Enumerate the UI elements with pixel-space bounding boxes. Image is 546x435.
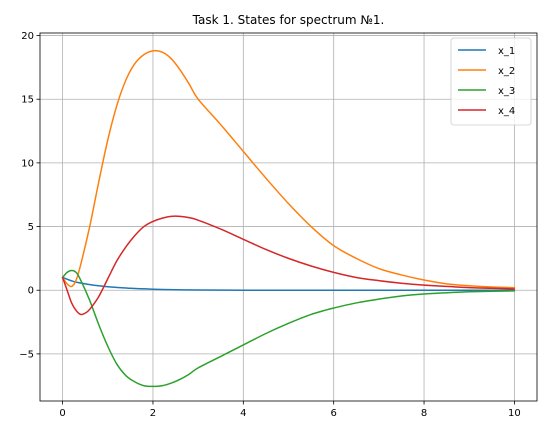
- series-line-x3: [61, 269, 516, 388]
- y-tick-label: −5: [19, 349, 34, 360]
- x-tick-label: 2: [150, 408, 156, 419]
- legend-label: x_1: [498, 46, 515, 57]
- series-line-x4: [61, 215, 516, 316]
- y-tick-label: 15: [21, 95, 34, 106]
- x-tick-label: 6: [330, 408, 336, 419]
- x-tick-label: 10: [508, 408, 521, 419]
- x-tick-label: 4: [240, 408, 246, 419]
- x-tick-label: 0: [59, 408, 65, 419]
- legend-label: x_3: [498, 86, 515, 97]
- series-line-x2: [61, 49, 516, 289]
- legend-label: x_4: [498, 106, 515, 117]
- x-tick-label: 8: [421, 408, 427, 419]
- axis-ticks: 0 2 4 6 8 10 −5 0 5 10 15 20: [19, 31, 521, 419]
- chart-title: Task 1. States for spectrum №1.: [192, 13, 385, 27]
- y-tick-label: 5: [28, 222, 34, 233]
- legend-box: [450, 37, 532, 126]
- legend-label: x_2: [498, 66, 515, 77]
- legend: x_1 x_2 x_3 x_4: [450, 37, 532, 126]
- series-line-x1: [61, 276, 516, 291]
- y-tick-label: 20: [21, 31, 34, 42]
- y-tick-label: 0: [28, 286, 34, 297]
- y-tick-label: 10: [21, 158, 34, 169]
- plot-series: [61, 49, 516, 388]
- plot-frame: [39, 32, 538, 402]
